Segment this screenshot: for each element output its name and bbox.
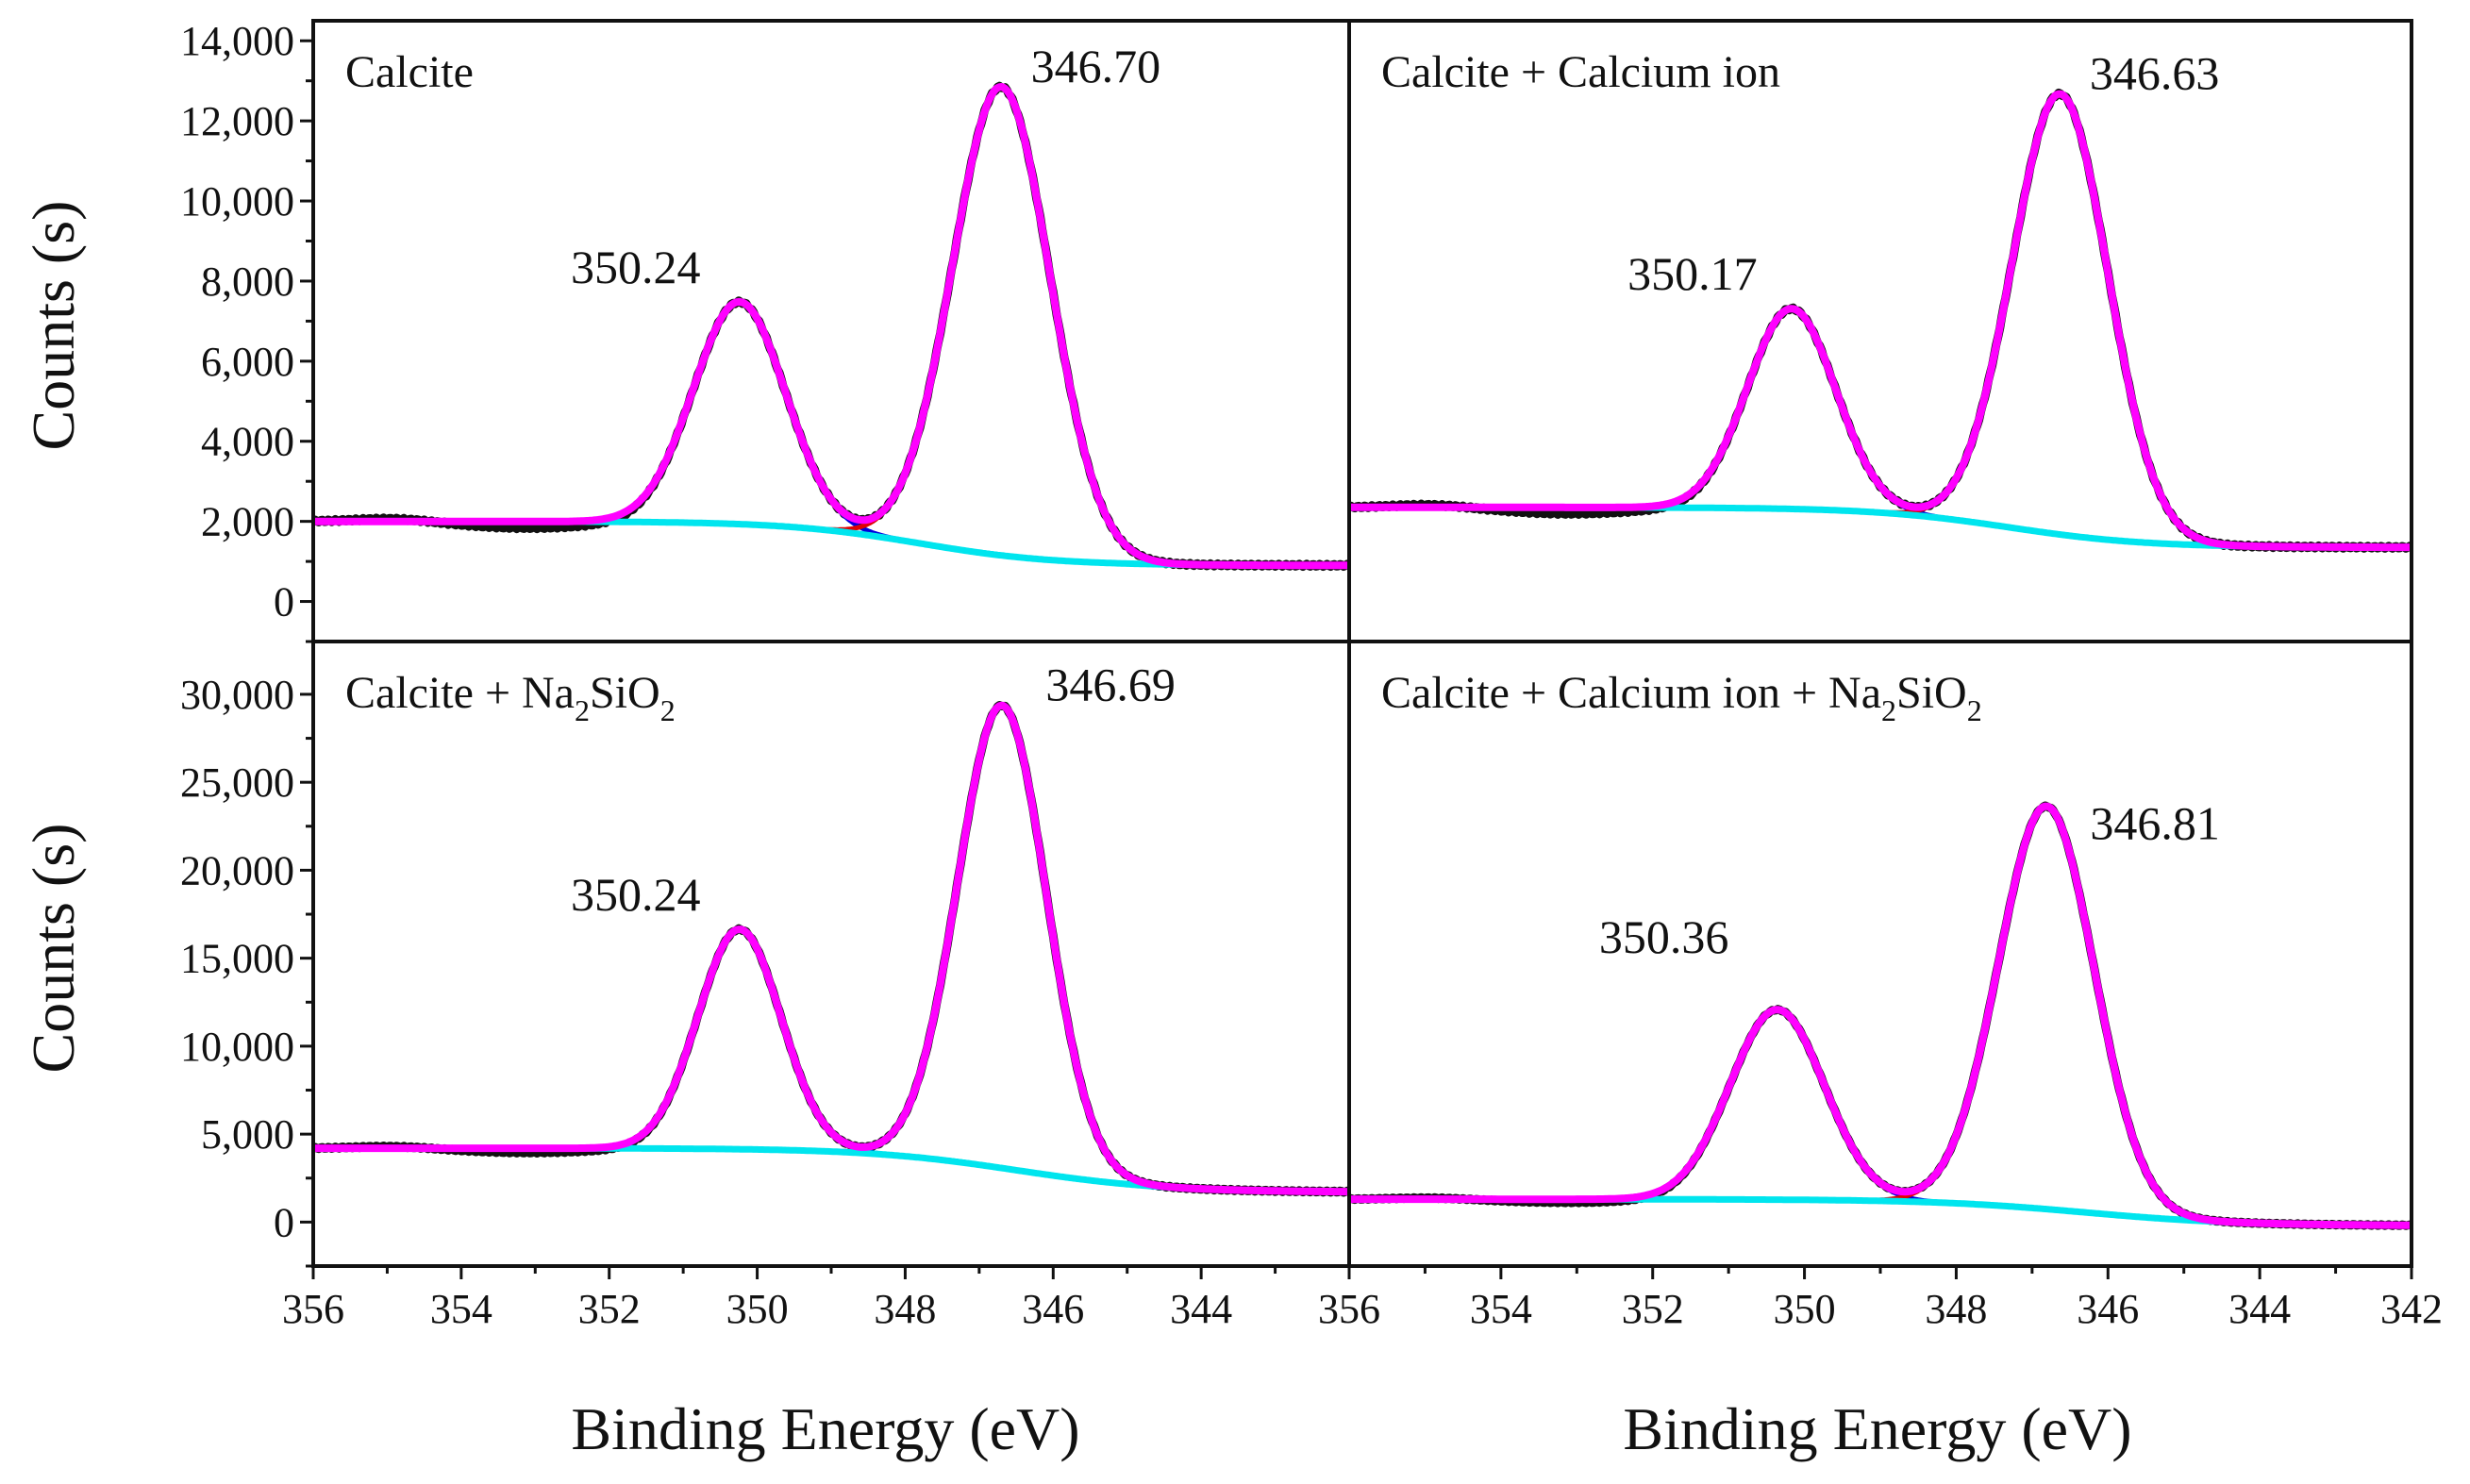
x-tick-label: 356	[1318, 1286, 1380, 1332]
y-tick-label: 8,000	[201, 258, 294, 305]
y-tick-label: 0	[274, 579, 294, 625]
x-tick-label: 348	[874, 1286, 936, 1332]
panel-title-tail: SiO	[1896, 668, 1967, 718]
y-tick-label: 4,000	[201, 419, 294, 465]
x-tick-label: 346	[1022, 1286, 1084, 1332]
x-tick-label: 344	[2228, 1286, 2291, 1332]
x-tick-label: 354	[1470, 1286, 1532, 1332]
x-tick-label: 346	[2077, 1286, 2139, 1332]
series-peak-fit-1	[313, 703, 1349, 1194]
series-peak-fit-2	[1349, 1007, 2412, 1228]
panel-title: Calcite + Calcium ion + Na2SiO2	[1381, 668, 1982, 727]
peak-label: 346.63	[2090, 47, 2220, 100]
x-tick-label: 356	[282, 1286, 344, 1332]
y-axis-title-bottom: Counts (s)	[20, 824, 87, 1074]
panel-title-subscript: 2	[1881, 693, 1896, 727]
peak-label: 346.69	[1045, 659, 1176, 711]
y-tick-label: 0	[274, 1199, 294, 1245]
peak-label: 346.70	[1031, 40, 1161, 92]
panel-title-main: Calcite + Calcium ion	[1381, 47, 1780, 97]
panel-title: Calcite + Calcium ion	[1381, 47, 1780, 97]
series-envelope	[313, 83, 1349, 570]
peak-label: 350.24	[571, 868, 701, 921]
curves	[313, 701, 1349, 1197]
panel-title-tail: SiO	[590, 668, 660, 718]
y-tick-label: 30,000	[180, 672, 294, 718]
panel-title: Calcite + Na2SiO2	[345, 668, 676, 727]
x-tick-label: 350	[1774, 1286, 1836, 1332]
y-tick-label: 5,000	[201, 1111, 294, 1158]
y-tick-label: 14,000	[180, 18, 294, 64]
y-tick-label: 20,000	[180, 847, 294, 893]
series-raw-data	[313, 701, 1349, 1197]
x-tick-label: 352	[578, 1286, 641, 1332]
series-envelope	[1349, 802, 2412, 1229]
curves	[1349, 88, 2412, 553]
chart-panel-bottom-right: 356 354 352 350 348 346 344 342 Calcite + Calciu…	[1318, 640, 2443, 1332]
x-tick-label: 354	[430, 1286, 492, 1332]
panel-title-subscript: 2	[660, 693, 676, 727]
y-tick-label: 25,000	[180, 759, 294, 806]
panel-title-main: Calcite + Calcium ion + Na	[1381, 668, 1881, 718]
x-tick-label: 350	[726, 1286, 789, 1332]
panel-title-subscript: 2	[575, 693, 590, 727]
series-peak-fit-1	[1349, 804, 2412, 1228]
series-envelope	[1349, 90, 2412, 552]
panel-title-main: Calcite	[345, 47, 474, 97]
y-tick-label: 12,000	[180, 98, 294, 144]
y-tick-label: 6,000	[201, 339, 294, 385]
y-tick-label: 2,000	[201, 499, 294, 545]
panel-title-subscript: 2	[1967, 693, 1982, 727]
x-axis-title-right: Binding Energy (eV)	[1623, 1395, 2131, 1462]
panel-frame	[311, 19, 1351, 643]
series-raw-data	[1349, 801, 2412, 1230]
panel-frame	[311, 640, 1351, 1268]
peak-label: 350.36	[1599, 910, 1729, 963]
x-tick-label: 342	[2380, 1286, 2443, 1332]
x-tick-label: 348	[1925, 1286, 1987, 1332]
y-axis-title-top: Counts (s)	[20, 201, 87, 451]
panel-title-main: Calcite + Na	[345, 668, 575, 718]
peak-label: 346.81	[2090, 797, 2220, 850]
y-tick-label: 15,000	[180, 936, 294, 982]
y-tick-label: 10,000	[180, 178, 294, 225]
series-envelope	[313, 701, 1349, 1196]
curves	[1349, 801, 2412, 1230]
x-axis-title-left: Binding Energy (eV)	[571, 1395, 1079, 1462]
peak-label: 350.17	[1627, 247, 1758, 300]
x-tick-label: 352	[1622, 1286, 1684, 1332]
chart-panel-top-right: Calcite + Calcium ion 346.63 350.17	[1347, 19, 2413, 643]
y-tick-label: 10,000	[180, 1024, 294, 1070]
peak-label: 350.24	[571, 241, 701, 293]
curves	[313, 81, 1349, 571]
chart-panel-bottom-left: 0 5,000 10,000 15,000 20,000 25,000 30,000 356 3…	[180, 640, 1351, 1332]
panels: 0 2,000 4,000 6,000 8,000 10,000 12,000 14,000 C…	[180, 18, 2443, 1332]
panel-frame	[1347, 640, 2413, 1268]
chart-panel-top-left: 0 2,000 4,000 6,000 8,000 10,000 12,000 14,000 C…	[180, 18, 1351, 643]
x-tick-label: 344	[1170, 1286, 1232, 1332]
panel-title: Calcite	[345, 47, 474, 97]
